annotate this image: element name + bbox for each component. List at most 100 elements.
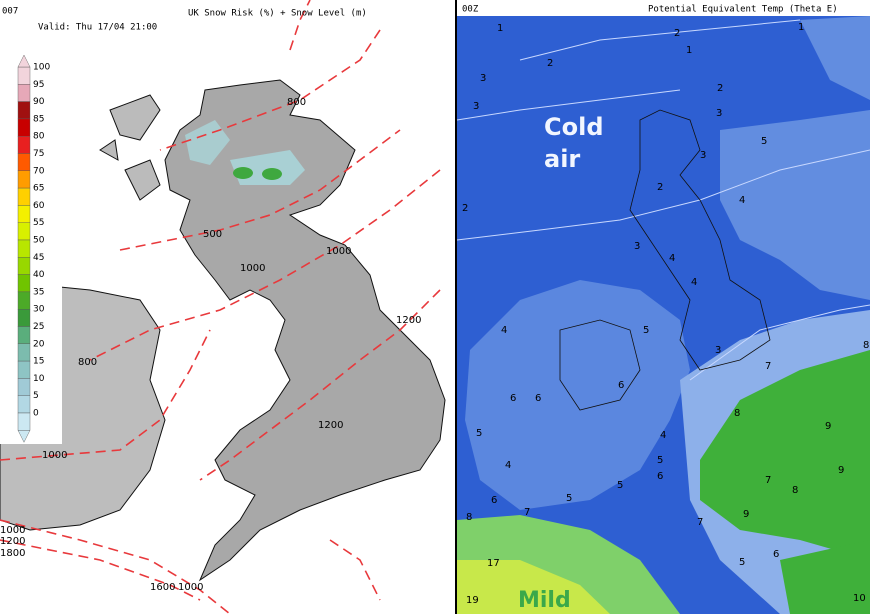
contour-label: 6 <box>535 393 541 404</box>
contour-label: 5 <box>566 493 572 504</box>
contour-label: 3 <box>716 108 722 119</box>
contour-label: 8 <box>792 485 798 496</box>
contour-label: 1 <box>798 22 804 33</box>
legend-swatch <box>17 84 31 102</box>
snow-level-label: 500 <box>203 229 222 240</box>
legend: 1009590858075706560555045403530252015105… <box>17 54 50 443</box>
legend-label: 55 <box>33 218 44 228</box>
legend-label: 95 <box>33 80 44 90</box>
legend-swatch <box>17 291 31 310</box>
contour-label: 9 <box>825 421 831 432</box>
contour-label: 6 <box>773 549 779 560</box>
legend-label: 50 <box>33 236 45 246</box>
legend-swatch <box>17 170 31 189</box>
contour-label: 3 <box>480 73 486 84</box>
contour-label: 5 <box>643 325 649 336</box>
contour-label: 19 <box>466 595 479 606</box>
cold-label: Cold <box>544 113 604 141</box>
legend-box <box>0 56 62 444</box>
contour-label: 2 <box>657 182 663 193</box>
contour-label: 1 <box>497 23 503 34</box>
contour-label: 5 <box>739 557 745 568</box>
contour-label: 9 <box>838 465 844 476</box>
snow-level-label: 1000 <box>0 525 25 536</box>
contour-label: 4 <box>505 460 511 471</box>
snow-level-label: 1000 <box>326 246 351 257</box>
legend-label: 25 <box>33 322 44 332</box>
run-label: 00Z <box>462 5 479 15</box>
legend-label: 80 <box>33 132 45 142</box>
legend-label: 90 <box>33 97 45 107</box>
contour-label: 5 <box>617 480 623 491</box>
valid-time: Valid: Thu 17/04 21:00 <box>38 23 157 33</box>
legend-swatch <box>17 222 31 241</box>
legend-swatch <box>17 101 31 120</box>
snow-level-label: 800 <box>287 97 306 108</box>
contour-label: 6 <box>510 393 516 404</box>
legend-swatch <box>17 412 31 431</box>
contour-label: 7 <box>697 517 703 528</box>
legend-label: 30 <box>33 305 45 315</box>
legend-label: 75 <box>33 149 44 159</box>
contour-label: 4 <box>691 277 697 288</box>
snow-level-label: 1200 <box>0 536 25 547</box>
contour-label: 10 <box>853 593 866 604</box>
snow-level-label: 1800 <box>0 548 25 559</box>
legend-swatch <box>17 205 31 223</box>
legend-swatch <box>17 118 31 137</box>
contour-label: 3 <box>715 345 721 356</box>
legend-label: 60 <box>33 201 45 211</box>
contour-label: 9 <box>743 509 749 520</box>
snow-level-label: 1200 <box>396 315 421 326</box>
contour-label: 5 <box>657 455 663 466</box>
contour-label: 4 <box>660 430 666 441</box>
contour-label: 6 <box>491 495 497 506</box>
legend-swatch <box>17 343 31 362</box>
contour-label: 6 <box>618 380 624 391</box>
contour-label: 6 <box>657 471 663 482</box>
contour-label: 3 <box>634 241 640 252</box>
contour-label: 3 <box>700 150 706 161</box>
legend-arrow <box>17 54 31 68</box>
map-title: UK Snow Risk (%) + Snow Level (m) <box>188 9 367 19</box>
legend-label: 35 <box>33 287 44 297</box>
cold-label: air <box>544 145 580 173</box>
contour-label: 7 <box>765 475 771 486</box>
snow-level-label: 1000 <box>42 450 67 461</box>
legend-swatch <box>17 360 31 379</box>
legend-label: 5 <box>33 391 39 401</box>
snow-level-label: 1000 <box>240 263 265 274</box>
contour-label: 2 <box>717 83 723 94</box>
legend-label: 100 <box>33 63 50 73</box>
legend-label: 15 <box>33 357 44 367</box>
legend-arrow <box>17 430 31 443</box>
legend-swatch <box>17 378 31 396</box>
legend-swatch <box>17 257 31 275</box>
contour-label: 8 <box>734 408 740 419</box>
contour-label: 5 <box>761 136 767 147</box>
snow-level-label: 1200 <box>318 420 343 431</box>
snow-level-label: 1000 <box>178 582 203 593</box>
legend-label: 85 <box>33 114 44 124</box>
legend-swatch <box>17 135 31 154</box>
contour-label: 2 <box>674 28 680 39</box>
legend-swatch <box>17 66 31 85</box>
legend-swatch <box>17 153 31 171</box>
run-label: 007 <box>2 7 18 17</box>
snow-map: 1009590858075706560555045403530252015105… <box>0 0 446 614</box>
legend-label: 70 <box>33 166 45 176</box>
contour-label: 4 <box>501 325 507 336</box>
contour-label: 2 <box>547 58 553 69</box>
legend-swatch <box>17 326 31 344</box>
contour-label: 4 <box>739 195 745 206</box>
contour-label: 3 <box>473 101 479 112</box>
map-title: Potential Equivalent Temp (Theta E) <box>648 5 838 15</box>
contour-label: 7 <box>765 361 771 372</box>
contour-label: 1 <box>686 45 692 56</box>
legend-label: 40 <box>33 270 45 280</box>
mild-label: Mild <box>518 588 571 613</box>
contour-label: 8 <box>466 512 472 523</box>
